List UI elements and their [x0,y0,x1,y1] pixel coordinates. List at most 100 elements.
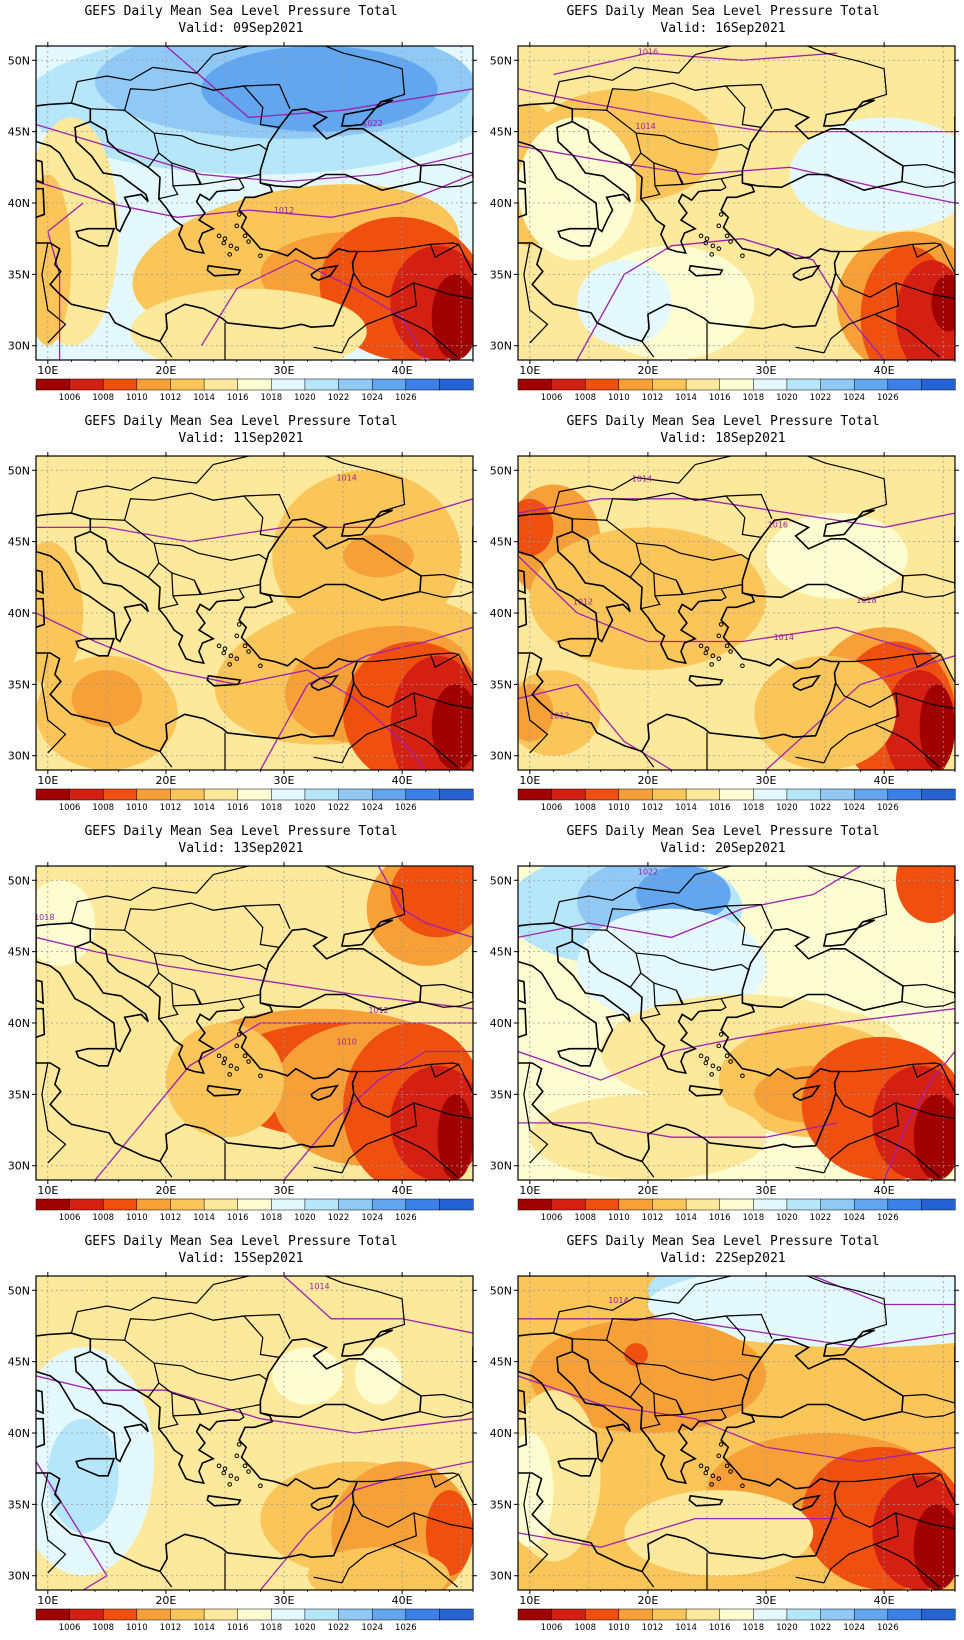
colorbar-swatch [338,1608,373,1621]
contour-label: 1012 [549,712,569,721]
colorbar-label: 1020 [294,1623,316,1633]
island [216,1053,222,1059]
country-border [911,1063,955,1094]
country-border [823,1502,899,1584]
coastline [259,107,422,192]
country-border [895,282,955,300]
coastline [89,1350,240,1485]
country-border [124,929,268,971]
longitude-tick-label: 20E [155,774,176,787]
country-border [695,1276,888,1333]
latitude-tick-label: 30N [8,1160,30,1173]
country-border [795,1166,825,1174]
colorbar-swatch [551,1198,586,1211]
country-border [147,152,160,168]
country-border [911,653,955,684]
isobar-contour [518,866,861,939]
isobar-contour [259,626,473,770]
colorbar-label: 1026 [877,393,899,403]
colorbar-label: 1006 [59,1623,81,1633]
colorbar-swatch [338,1198,373,1211]
colorbar-swatch [271,1198,306,1211]
isobar-contour [36,1375,473,1434]
island [242,1463,248,1469]
isobar-contour [518,1375,955,1463]
country-border [159,751,173,768]
colorbar-swatch [584,1198,620,1211]
country-border [523,242,549,344]
country-border [641,341,655,358]
coastline [238,182,358,260]
colorbar-label: 1010 [126,1213,148,1223]
country-border [313,756,343,764]
coastline [518,1007,528,1039]
country-border [41,242,67,344]
country-border [839,1062,941,1073]
coastline [36,979,44,1005]
colorbar-label: 1012 [160,1213,182,1223]
latitude-tick-label: 35N [8,268,30,281]
country-border [90,82,280,128]
colorbar-label: 1014 [193,1623,215,1633]
island [704,1056,710,1061]
coastline [557,227,598,247]
coastline [792,1494,821,1511]
colorbar-label: 1016 [709,1623,731,1633]
latitude-tick-label: 40N [490,1017,512,1030]
colorbar-swatch [719,378,754,391]
coastline [518,922,631,1053]
island [246,239,251,244]
country-border [419,1001,473,1008]
pressure-field [343,534,414,578]
island [704,1466,710,1471]
country-border [874,1133,940,1178]
map-panel-7: 1014 50N 45N 40N 35N 30N 10E 20E 30E 40E 1006 1008 1… [0,1230,482,1640]
colorbar-swatch [685,788,721,801]
longitude-tick-label: 10E [519,364,540,377]
colorbar-swatch [371,1608,407,1621]
island [234,1043,240,1049]
coastline [36,652,359,753]
longitude-tick-label: 40E [874,774,895,787]
island [724,1053,730,1059]
colorbar-swatch [237,788,272,801]
country-border [523,652,549,754]
pressure-field [919,684,955,770]
country-border [341,1092,417,1174]
latitude-tick-label: 45N [8,536,30,549]
panel-valid-date: Valid: 18Sep2021 [660,431,786,446]
country-border [523,1472,549,1574]
latitude-tick-label: 35N [490,268,512,281]
longitude-tick-label: 10E [37,364,58,377]
colorbar-swatch [405,1198,440,1211]
coastline [89,530,240,665]
colorbar-swatch [517,378,553,391]
longitude-tick-label: 10E [37,1184,58,1197]
coastline [36,1007,46,1039]
country-border [901,181,955,188]
panel-valid-date: Valid: 09Sep2021 [178,21,304,36]
island [234,656,240,661]
pressure-field [437,1094,473,1180]
coastline [518,1417,528,1449]
country-border [392,723,458,768]
colorbar-label: 1010 [608,393,630,403]
coastline [36,922,149,1053]
colorbar-label: 1018 [260,393,282,403]
country-border [429,653,473,684]
country-border [606,1339,750,1381]
island [227,1482,232,1487]
country-border [902,983,955,994]
country-border [641,751,655,768]
island [716,246,722,251]
longitude-tick-label: 40E [392,364,413,377]
longitude-tick-label: 10E [519,1184,540,1197]
coastline [238,1002,358,1080]
panel-title: GEFS Daily Mean Sea Level Pressure Total [566,1234,880,1249]
colorbar-label: 1008 [574,1623,596,1633]
colorbar-label: 1008 [92,393,114,403]
country-border [341,272,417,354]
colorbar-swatch [203,788,239,801]
colorbar-label: 1008 [92,1213,114,1223]
country-border [874,723,940,768]
